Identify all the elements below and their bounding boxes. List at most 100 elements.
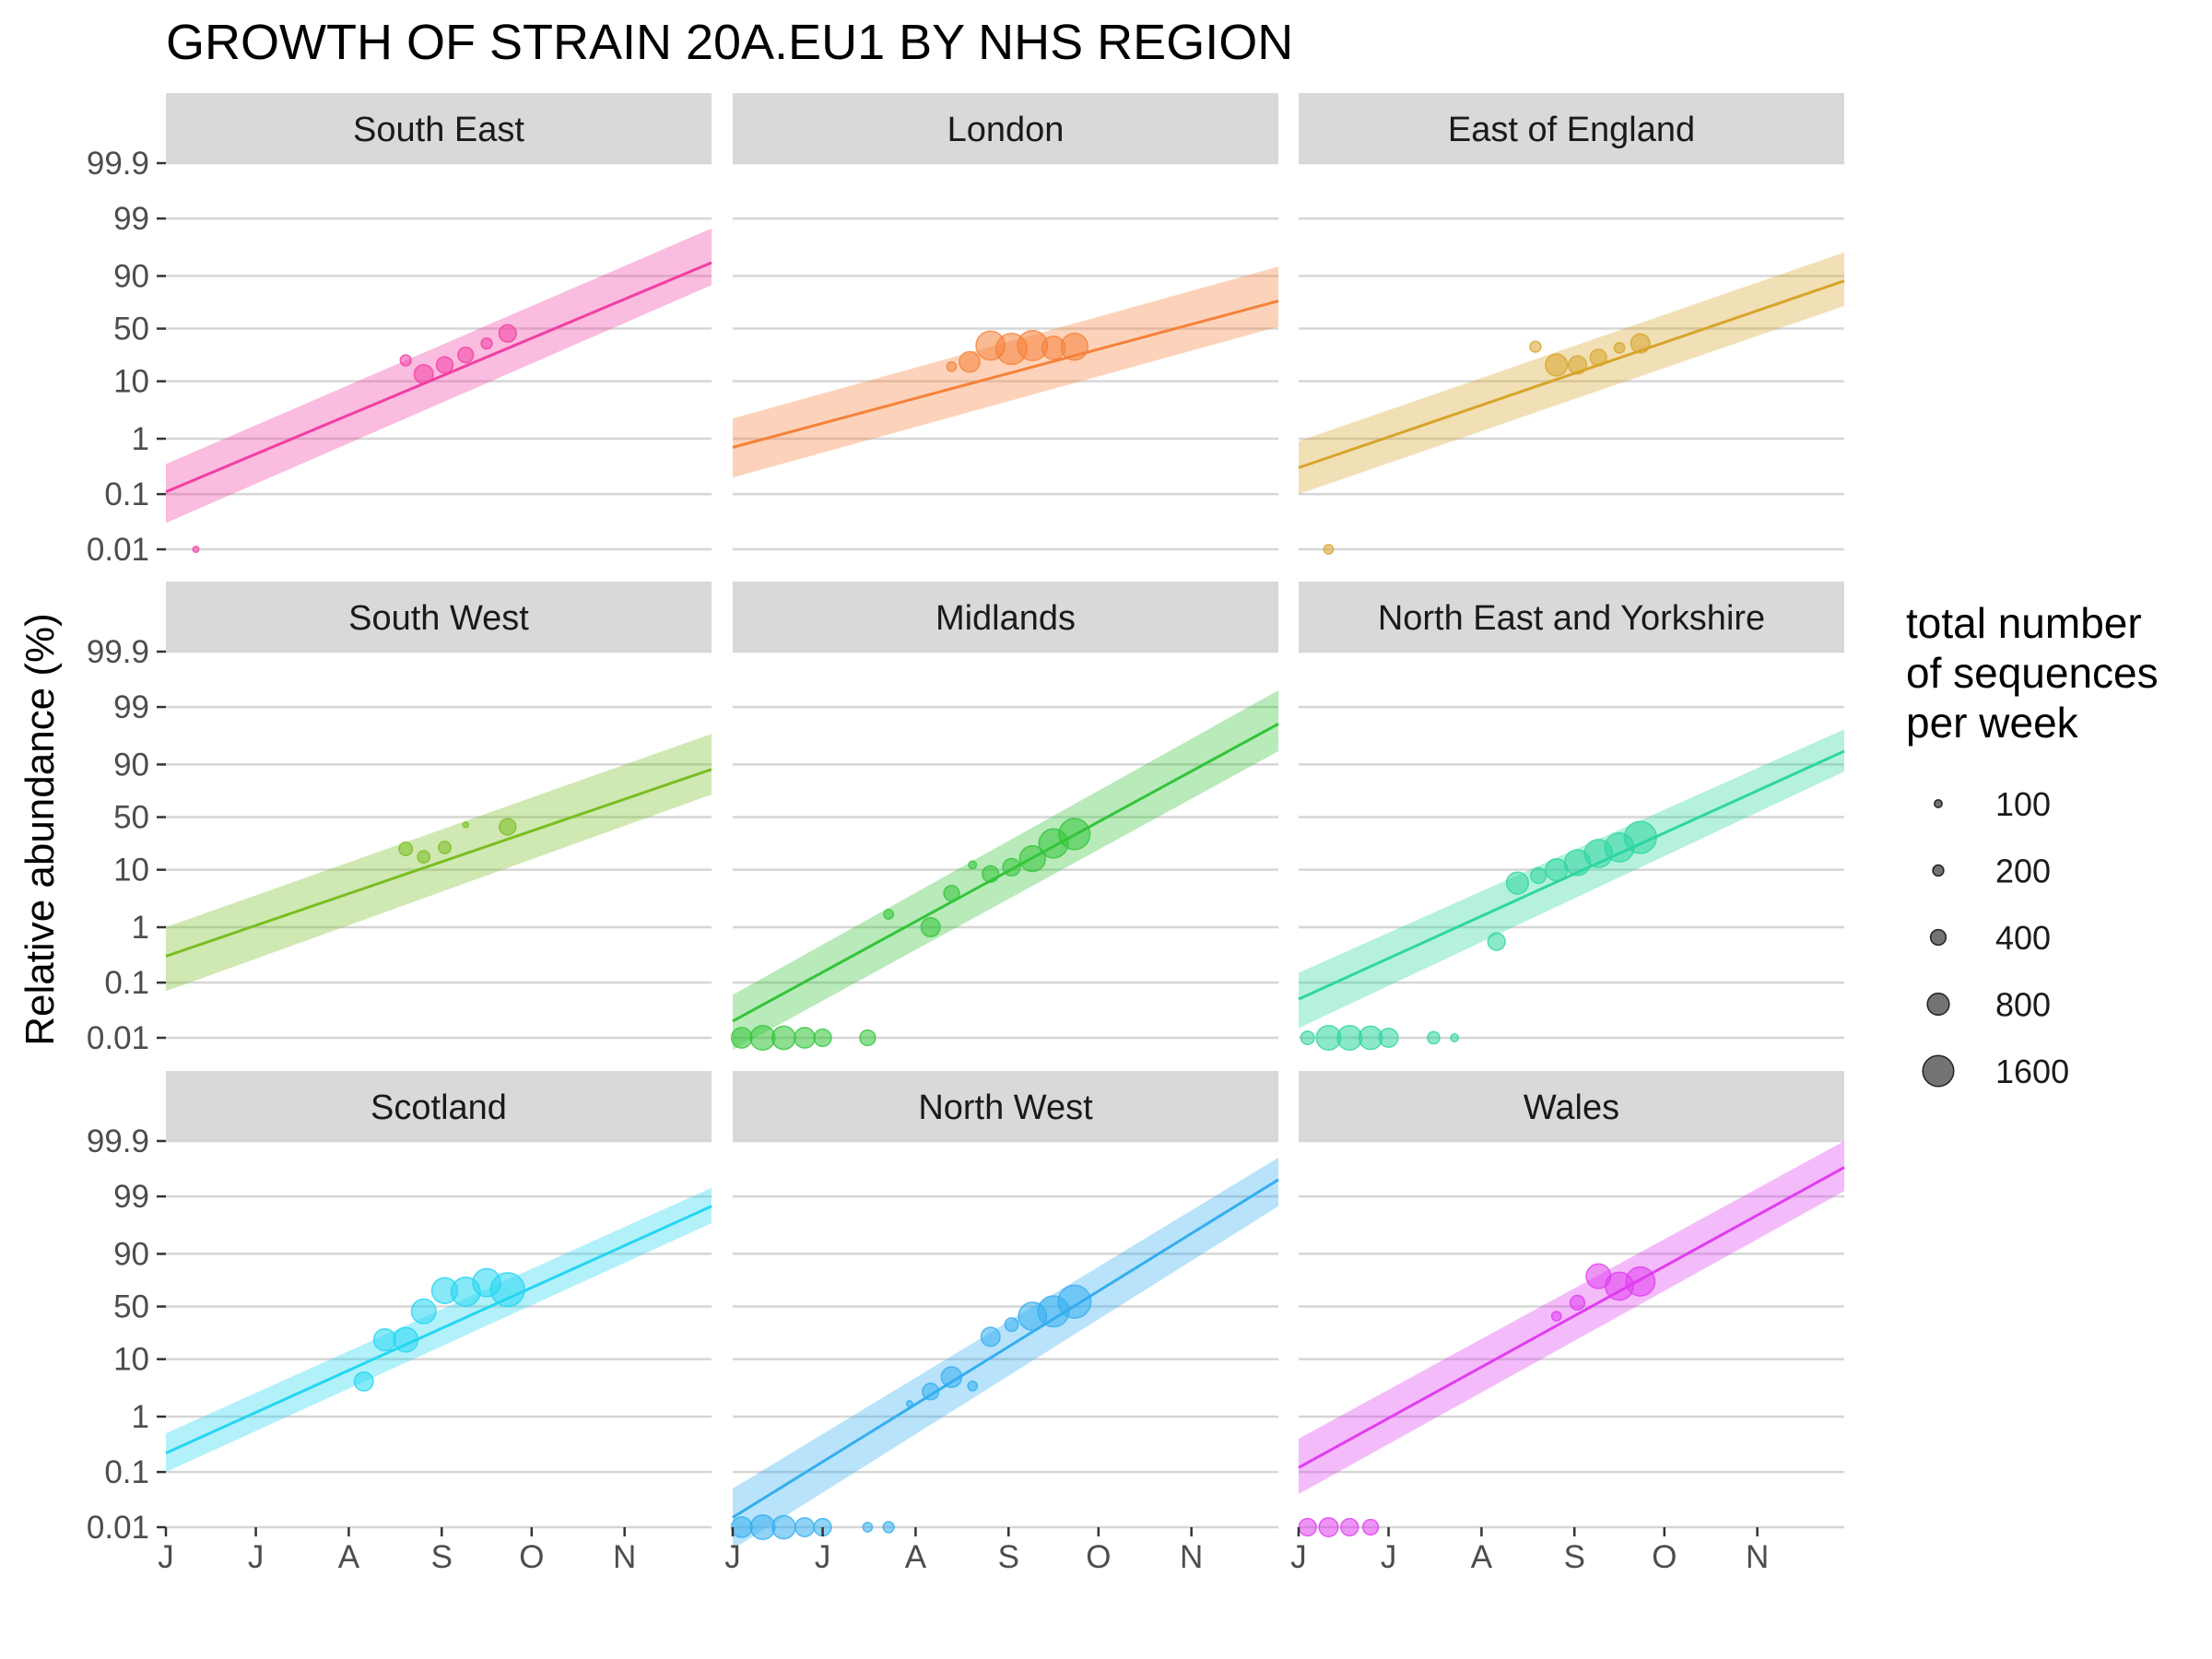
fit-line (165, 768, 712, 958)
data-point (435, 356, 454, 374)
confidence-band (166, 228, 712, 524)
data-point (417, 850, 431, 865)
data-point (794, 1516, 816, 1538)
data-point (905, 1400, 913, 1408)
data-point (1336, 1024, 1363, 1052)
data-point (1002, 857, 1021, 877)
x-tick-label: S (998, 1539, 1019, 1575)
y-tick-label: 10 (113, 853, 149, 888)
y-tick-label: 1 (132, 1399, 149, 1435)
data-point (1623, 820, 1657, 854)
facet-label: Wales (1524, 1088, 1619, 1127)
data-point (968, 860, 978, 870)
y-tick-label: 99.9 (87, 1124, 149, 1159)
y-tick-label: 99.9 (87, 146, 149, 182)
data-point (967, 1380, 979, 1392)
data-point (457, 346, 475, 364)
facet-strip (166, 582, 712, 652)
legend-size-key (1929, 928, 1947, 947)
data-point (749, 1513, 776, 1541)
y-tick-label: 99 (113, 201, 149, 237)
facet-label: Scotland (371, 1088, 507, 1127)
data-point (946, 360, 958, 372)
data-point (462, 821, 469, 829)
y-tick-label: 0.1 (104, 965, 149, 1001)
data-point (922, 1382, 940, 1401)
y-tick-label: 50 (113, 1289, 149, 1325)
panel-midlands: Midlands (730, 582, 1279, 1052)
panel-south-east: South East 0.01 0.1 1 10 50 90 99 99.9 (87, 93, 712, 568)
x-tick-label: J (248, 1539, 265, 1575)
x-tick-label: J (724, 1539, 741, 1575)
data-point (1450, 1033, 1460, 1042)
legend-title-line: per week (1906, 699, 2079, 747)
data-point (862, 1522, 874, 1533)
data-point (1378, 1027, 1399, 1049)
facet-strip (733, 582, 1278, 652)
data-point (1300, 1030, 1315, 1046)
legend-size-key (1934, 799, 1943, 808)
fit-line (1298, 749, 1845, 1001)
legend-size-key (1932, 864, 1945, 877)
data-point (1545, 353, 1569, 377)
y-tick-label: 99 (113, 689, 149, 725)
fit-line (1298, 279, 1845, 469)
fit-line (165, 261, 712, 494)
facet-label: Midlands (935, 599, 1076, 638)
data-point (489, 1272, 525, 1308)
data-point (982, 865, 1000, 883)
data-point (372, 1327, 397, 1352)
data-point (1625, 1265, 1656, 1297)
y-tick-label: 0.01 (87, 1020, 149, 1056)
y-tick-label: 50 (113, 800, 149, 836)
data-point (794, 1027, 816, 1049)
panel-scotland: Scotland 0.01 0.1 1 10 50 90 99 99.9 J J A S O N (87, 1071, 712, 1575)
facet-label: North East and Yorkshire (1378, 599, 1765, 638)
legend-size-key (1922, 1054, 1955, 1088)
legend-size-label: 200 (1995, 853, 2051, 890)
data-point (192, 545, 200, 554)
data-point (1426, 1030, 1441, 1045)
data-point (499, 818, 517, 836)
data-point (399, 354, 412, 367)
legend-title-line: total number (1906, 599, 2142, 647)
data-point (1487, 932, 1506, 951)
chart-title: GROWTH OF STRAIN 20A.EU1 BY NHS REGION (166, 15, 1293, 70)
data-point (730, 1516, 753, 1538)
data-point (438, 841, 452, 854)
y-tick-label: 90 (113, 258, 149, 294)
data-point (410, 1298, 437, 1324)
data-point (859, 1029, 877, 1047)
data-point (1567, 355, 1588, 375)
data-point (813, 1028, 832, 1048)
y-tick-label: 1 (132, 910, 149, 946)
x-tick-label: O (519, 1539, 544, 1575)
x-tick-label: O (1086, 1539, 1111, 1575)
panel-east-of-england: East of England (1298, 93, 1845, 555)
data-point (1298, 1517, 1317, 1537)
fit-line (1298, 1166, 1845, 1469)
data-point (1529, 340, 1542, 353)
x-tick-label: J (1381, 1539, 1397, 1575)
facet-strip (1299, 1071, 1844, 1141)
legend-title-line: of sequences (1906, 649, 2159, 697)
data-point (883, 909, 895, 920)
y-tick-label: 90 (113, 747, 149, 782)
data-point (1361, 1518, 1380, 1536)
facet-strip (733, 93, 1278, 163)
y-tick-label: 99.9 (87, 634, 149, 670)
data-point (413, 363, 434, 385)
y-tick-label: 0.01 (87, 532, 149, 568)
facet-strip (1299, 93, 1844, 163)
data-point (882, 1521, 895, 1534)
data-point (498, 324, 517, 343)
data-point (943, 885, 960, 902)
legend-size-label: 1600 (1995, 1053, 2069, 1090)
x-tick-label: J (815, 1539, 831, 1575)
y-tick-label: 10 (113, 364, 149, 400)
data-point (1060, 332, 1089, 361)
y-tick-label: 50 (113, 312, 149, 347)
legend-size-key (1926, 992, 1950, 1017)
data-point (940, 1366, 963, 1388)
